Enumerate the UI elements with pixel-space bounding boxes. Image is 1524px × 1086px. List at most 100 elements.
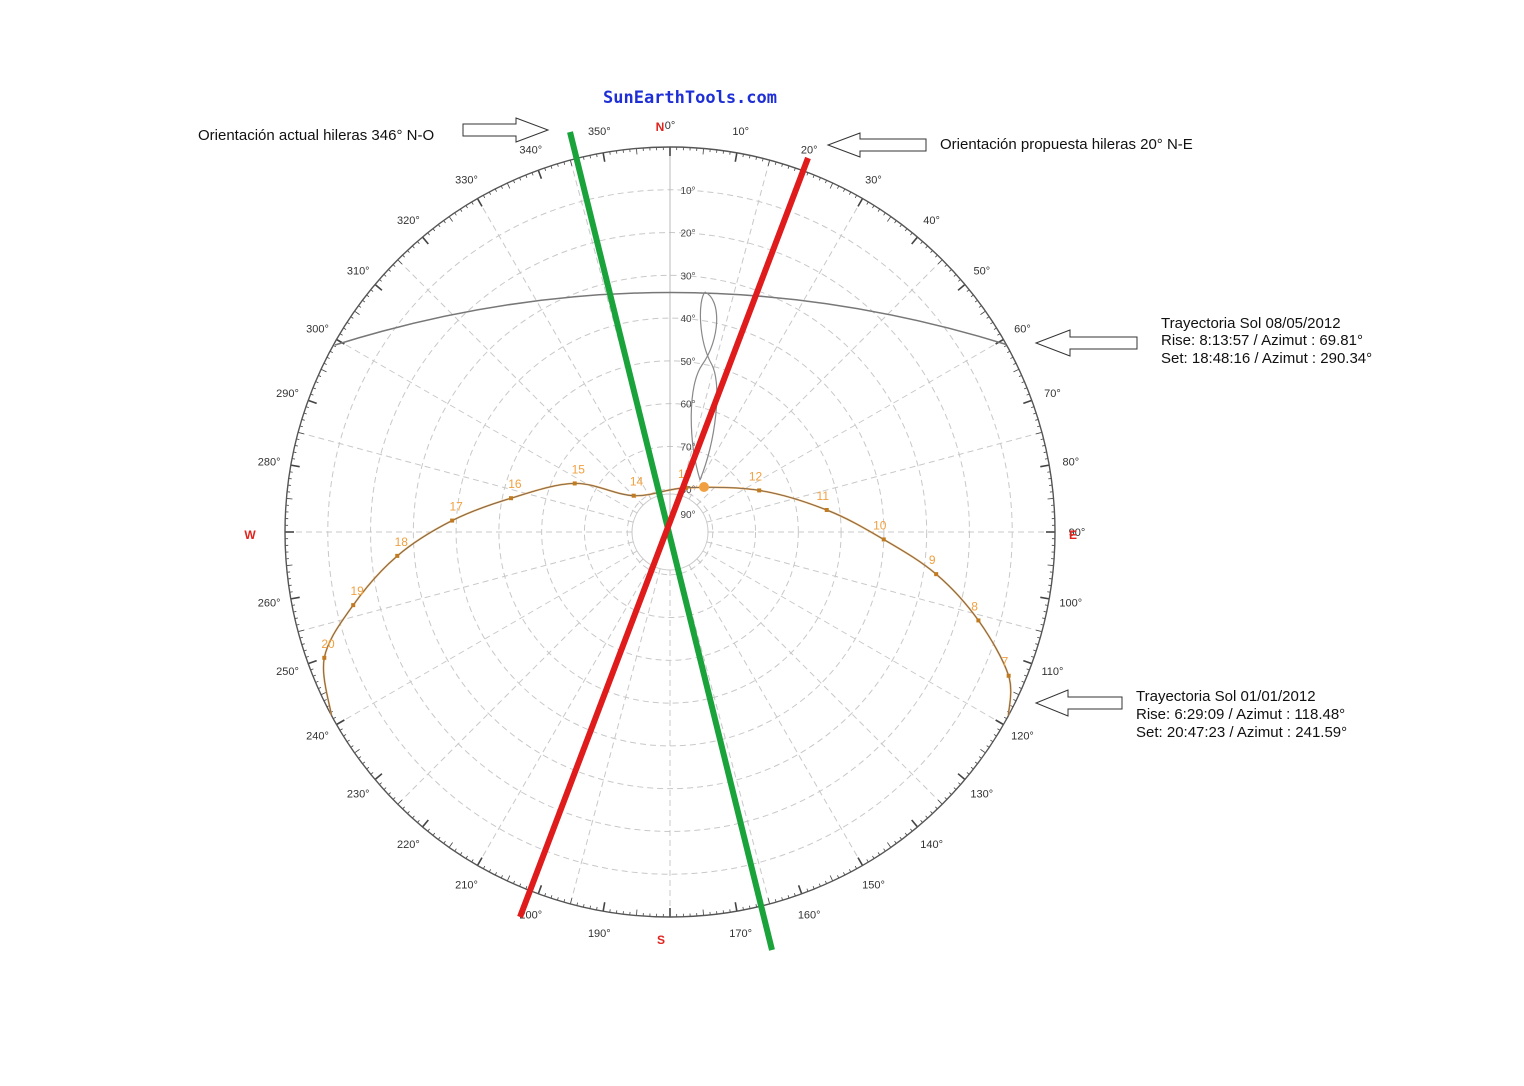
arrow-right-icon (462, 117, 550, 143)
azimuth-tick (421, 236, 429, 245)
elevation-labels: 10° 20° 30° 40° 50° 60° 70° 80° 90° (680, 186, 695, 521)
current-orientation-line (567, 131, 775, 951)
azimuth-label: 210° (455, 879, 478, 891)
azimuth-tick (937, 259, 943, 265)
azimuth-tick (537, 885, 543, 895)
azimuth-tick (887, 842, 892, 848)
polar-grid (285, 147, 1055, 917)
azimuth-tick (336, 719, 345, 726)
proposed-orientation-label: Orientación propuesta hileras 20° N-E (940, 136, 1193, 153)
azimuth-label: 160° (798, 909, 821, 921)
azimuth-label: 300° (306, 324, 329, 336)
azimuth-label: 50° (973, 265, 990, 277)
azimuth-label: 60° (1014, 324, 1031, 336)
azimuth-spoke (569, 568, 661, 905)
azimuth-tick (354, 310, 360, 315)
hour-label: 19 (350, 584, 364, 598)
azimuth-tick (1013, 691, 1020, 696)
azimuth-label: 330° (455, 175, 478, 187)
azimuth-tick (476, 857, 483, 866)
hour-label: 11 (817, 489, 830, 503)
azimuth-tick (602, 152, 606, 162)
azimuth-label: 170° (729, 928, 752, 940)
azimuth-tick (911, 236, 919, 245)
azimuth-label: 290° (276, 388, 299, 400)
elevation-label: 20° (680, 229, 695, 240)
azimuth-spoke (706, 431, 1043, 523)
azimuth-tick (354, 749, 360, 754)
azimuth-spoke (688, 564, 863, 866)
azimuth-spoke (477, 564, 652, 866)
azimuth-tick (734, 152, 738, 162)
jan-path-set: Set: 20:47:23 / Azimut : 241.59° (1136, 724, 1347, 741)
azimuth-tick (702, 909, 704, 916)
azimuth-tick (397, 259, 403, 265)
azimuth-label: 150° (862, 879, 885, 891)
hour-dot (1006, 673, 1011, 678)
azimuth-tick (320, 368, 327, 373)
azimuth-tick (829, 875, 834, 882)
cardinal-west: W (244, 528, 256, 542)
azimuth-tick (957, 283, 966, 291)
hour-dot (508, 496, 513, 501)
azimuth-label: 120° (1011, 731, 1034, 743)
azimuth-tick (448, 842, 453, 848)
azimuth-tick (636, 148, 638, 155)
hour-label: 10 (873, 518, 887, 532)
azimuth-spoke (696, 558, 943, 805)
elevation-label: 10° (680, 186, 695, 197)
azimuth-tick (298, 629, 305, 633)
azimuth-tick (1013, 368, 1020, 373)
azimuth-tick (602, 902, 606, 912)
analemma-curve (690, 291, 718, 481)
azimuth-tick (421, 819, 429, 828)
azimuth-tick (286, 564, 293, 566)
azimuth-label: 240° (306, 731, 329, 743)
azimuth-spoke (706, 541, 1043, 633)
hour-dot (757, 488, 762, 493)
jan-path-title: Trayectoria Sol 01/01/2012 (1136, 688, 1316, 705)
azimuth-label: 310° (347, 265, 370, 277)
azimuth-spoke (336, 550, 638, 725)
azimuth-tick (307, 659, 317, 665)
azimuth-spoke (696, 259, 943, 506)
azimuth-spoke (679, 159, 771, 496)
azimuth-label: 230° (347, 789, 370, 801)
azimuth-label: 340° (519, 145, 542, 157)
current-orientation-label: Orientación actual hileras 346° N-O (198, 127, 434, 144)
cardinal-north: N (656, 120, 665, 134)
azimuth-spoke (477, 198, 652, 500)
hour-label: 8 (971, 599, 978, 613)
arrow-left-icon (826, 132, 927, 158)
azimuth-tick (374, 283, 383, 291)
azimuth-spoke (702, 339, 1004, 514)
hour-dot (824, 507, 829, 512)
azimuth-label: 70° (1044, 388, 1061, 400)
azimuth-label: 90° (1069, 527, 1086, 539)
azimuth-tick (1040, 596, 1050, 600)
hour-label: 14 (630, 475, 644, 489)
azimuth-spoke (688, 198, 863, 500)
azimuth-label: 220° (397, 839, 420, 851)
elevation-label: 90° (680, 510, 695, 521)
hour-label: 20 (321, 637, 335, 651)
hour-label: 12 (749, 469, 763, 483)
hour-dot (631, 493, 636, 498)
azimuth-tick (290, 464, 300, 468)
azimuth-tick (829, 182, 834, 189)
azimuth-tick (1035, 629, 1042, 633)
azimuth-spoke (702, 550, 1004, 725)
hour-dot (572, 481, 577, 486)
hour-dot (684, 485, 689, 490)
azimuth-tick (320, 691, 327, 696)
azimuth-tick (397, 799, 403, 805)
hour-dot (881, 537, 886, 542)
azimuth-label: 80° (1062, 456, 1079, 468)
azimuth-tick (995, 719, 1004, 726)
elevation-label: 30° (680, 271, 695, 282)
azimuth-tick (797, 885, 803, 895)
hour-dot (395, 553, 400, 558)
hour-dot (450, 518, 455, 523)
hour-label: 16 (508, 477, 522, 491)
